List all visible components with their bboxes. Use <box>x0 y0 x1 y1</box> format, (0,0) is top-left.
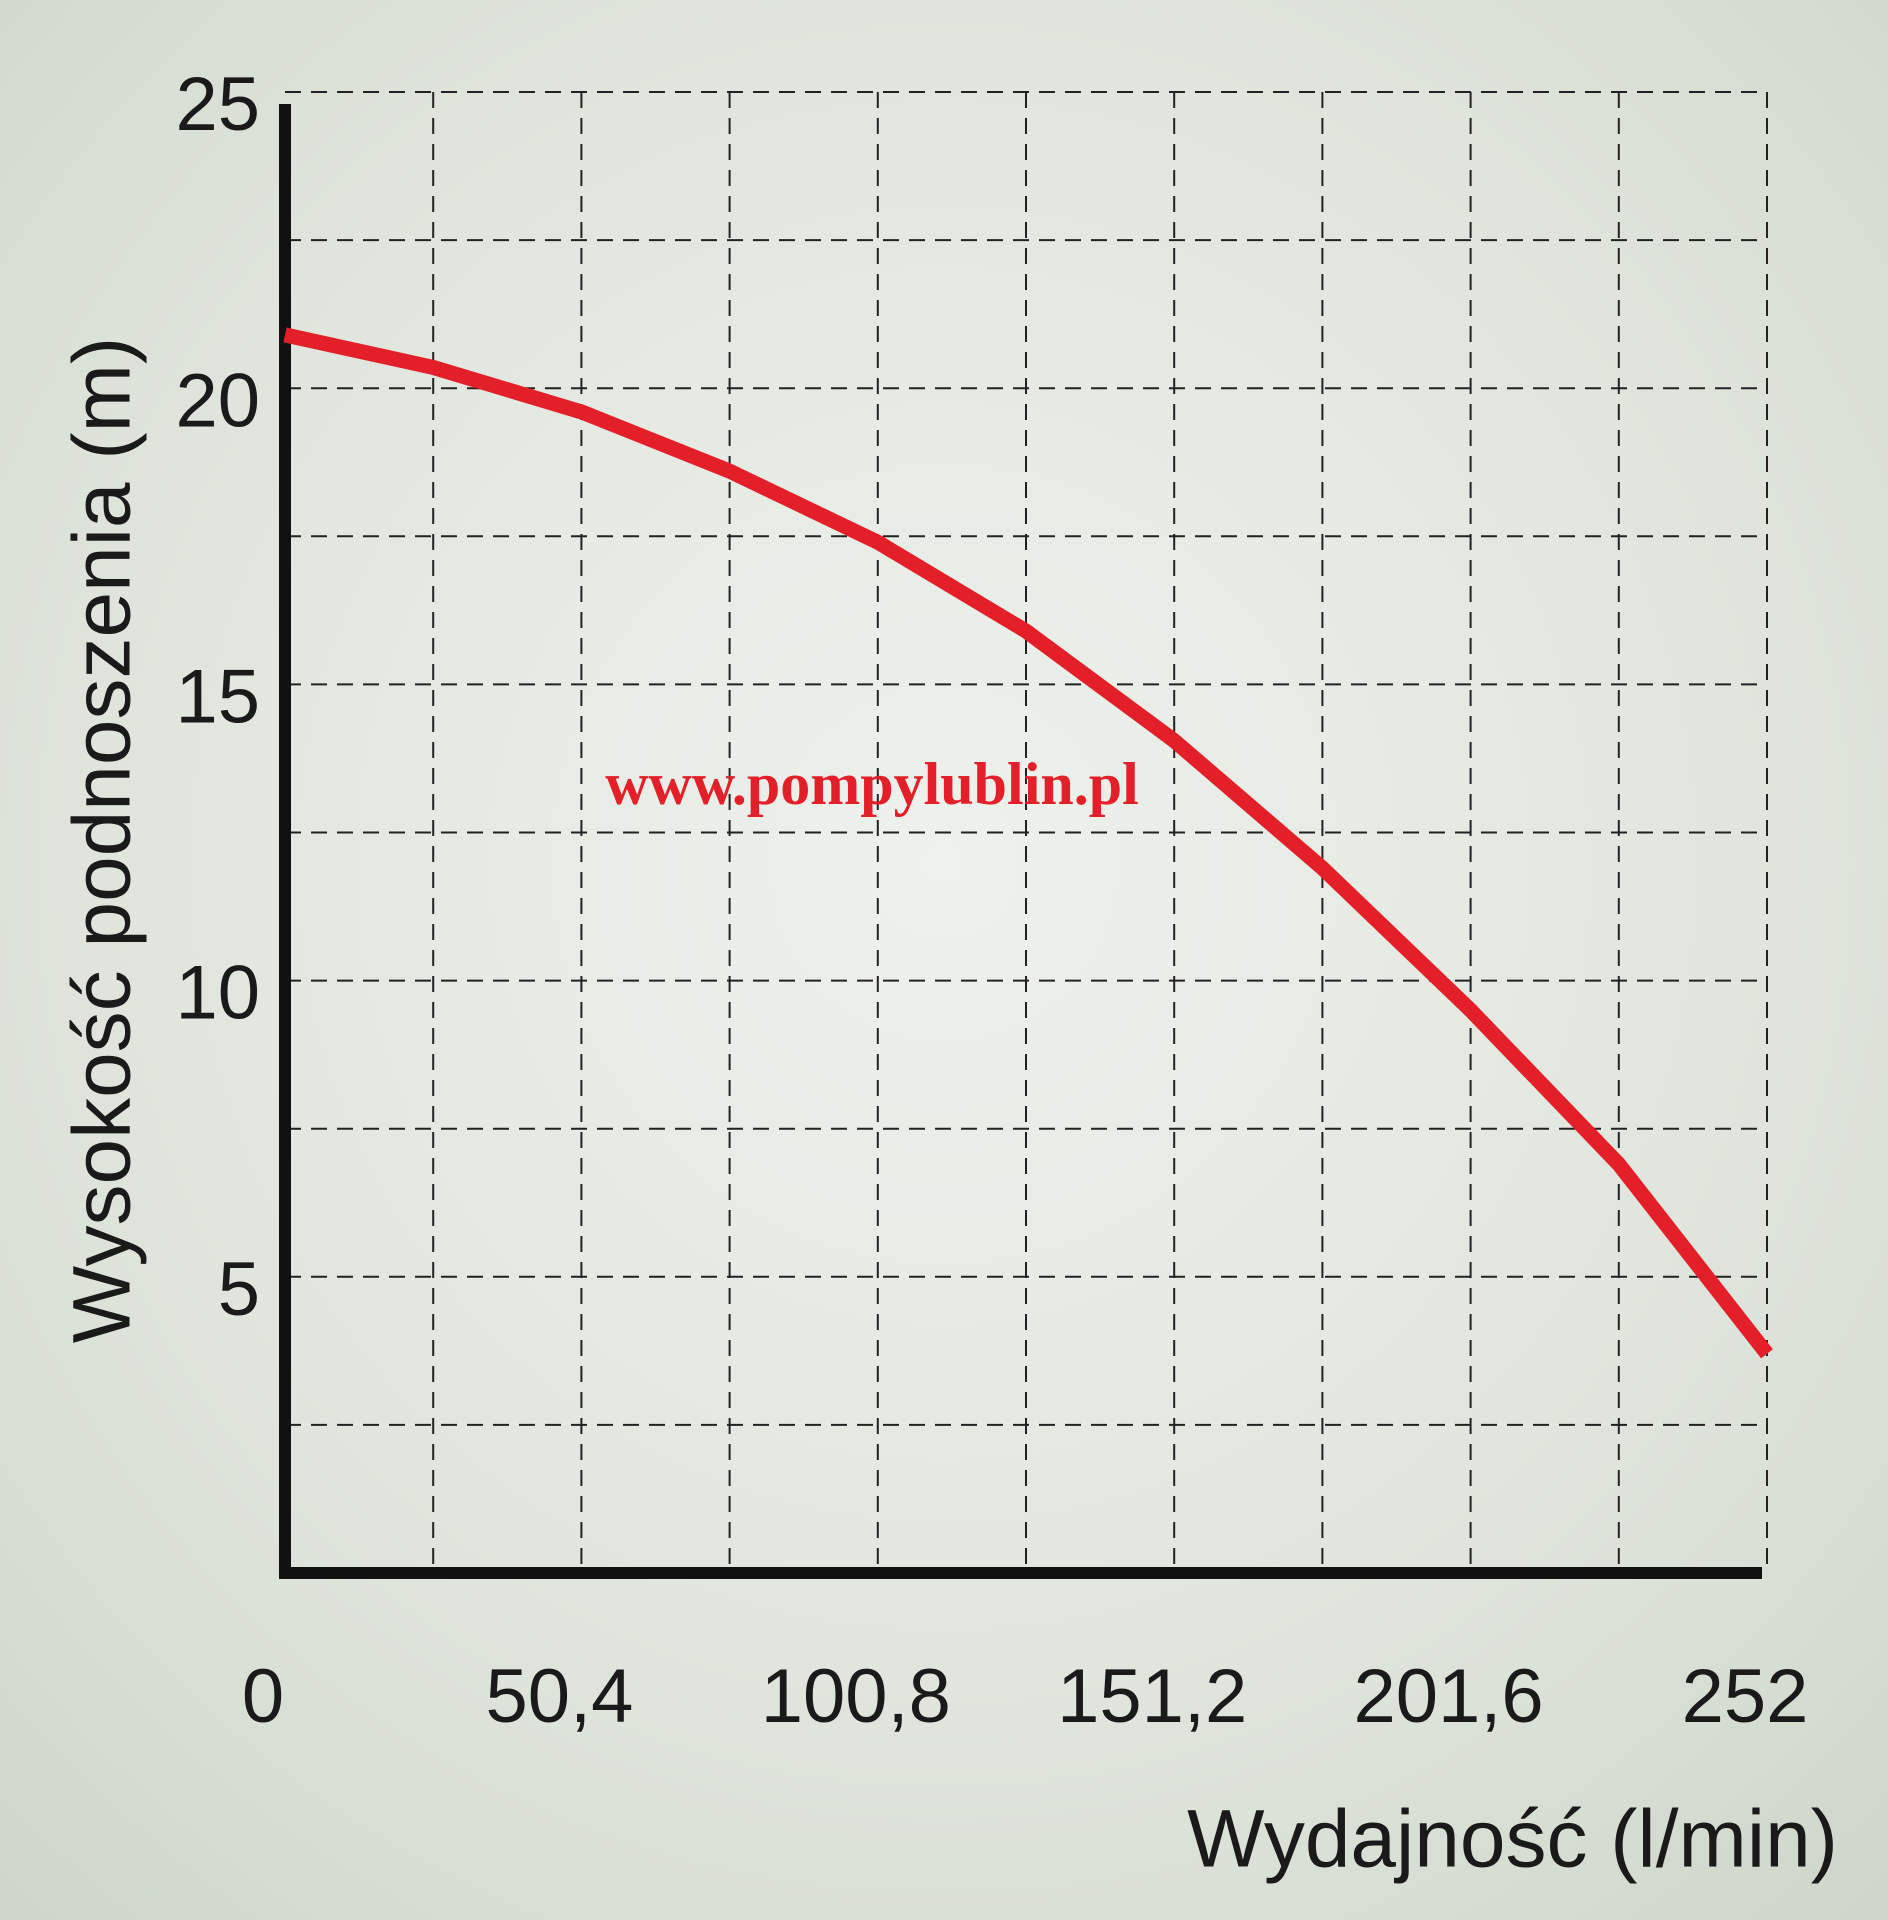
y-tick-label: 10 <box>175 951 260 1036</box>
line-series <box>283 327 1773 1359</box>
x-axis-title: Wydajność (l/min) <box>1187 1794 1838 1885</box>
y-tick-label: 20 <box>175 358 260 443</box>
x-tick-label: 0 <box>242 1654 284 1739</box>
watermark: www.pompylublin.pl <box>605 751 1139 817</box>
x-tick-label: 50,4 <box>485 1654 633 1739</box>
y-tick-label: 5 <box>218 1247 260 1332</box>
grid <box>285 91 1768 1573</box>
y-axis-title: Wysokość podnoszenia (m) <box>57 337 148 1343</box>
y-tick-label: 25 <box>175 62 260 147</box>
x-tick-label: 201,6 <box>1354 1654 1544 1739</box>
y-tick-label: 15 <box>175 654 260 739</box>
x-tick-label: 100,8 <box>761 1654 951 1739</box>
x-tick-label: 252 <box>1682 1654 1809 1739</box>
x-tick-label: 151,2 <box>1057 1654 1247 1739</box>
